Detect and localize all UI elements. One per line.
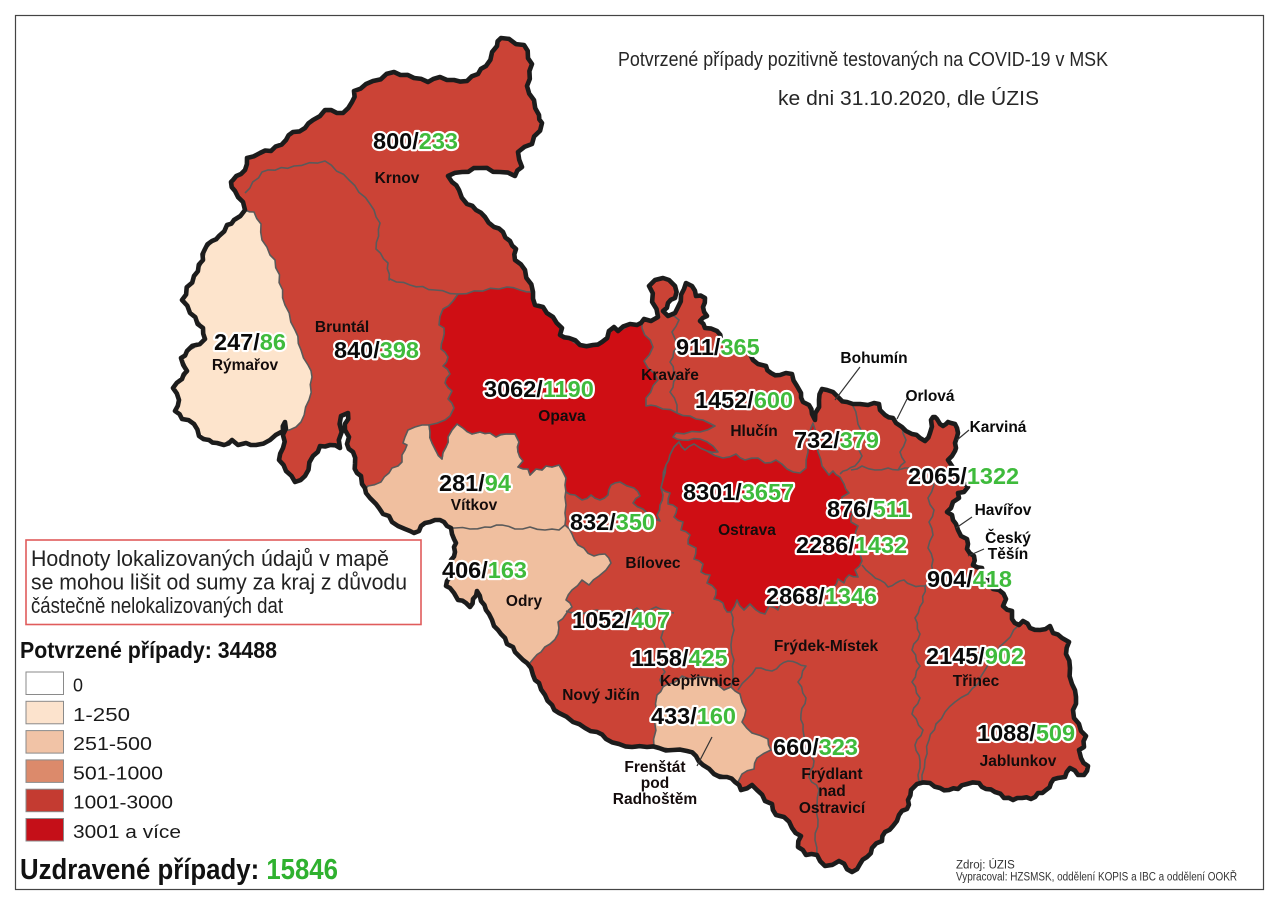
svg-text:Bohumín: Bohumín (840, 350, 907, 367)
svg-text:Frenštát: Frenštát (624, 759, 685, 776)
svg-text:1052/407: 1052/407 (572, 607, 670, 633)
svg-text:832/350: 832/350 (570, 509, 655, 535)
svg-text:Potvrzené případy pozitivně te: Potvrzené případy pozitivně testovaných … (618, 48, 1108, 71)
svg-text:Karviná: Karviná (970, 419, 1027, 436)
svg-text:Potvrzené případy: 34488: Potvrzené případy: 34488 (20, 637, 277, 663)
svg-text:Frýdlant: Frýdlant (801, 766, 862, 783)
svg-text:433/160: 433/160 (651, 703, 736, 729)
svg-text:247/86: 247/86 (214, 329, 286, 355)
svg-text:3001 a více: 3001 a více (73, 821, 181, 842)
svg-text:0: 0 (73, 675, 83, 696)
svg-text:Třinec: Třinec (953, 673, 1000, 690)
svg-text:1001-3000: 1001-3000 (73, 792, 173, 813)
svg-text:Rýmařov: Rýmařov (212, 357, 279, 374)
svg-text:501-1000: 501-1000 (73, 762, 163, 783)
svg-text:876/511: 876/511 (827, 496, 911, 522)
svg-text:1158/425: 1158/425 (631, 645, 728, 671)
svg-text:1088/509: 1088/509 (977, 720, 1075, 746)
svg-text:Bílovec: Bílovec (625, 555, 681, 572)
svg-text:Hodnoty lokalizovaných údajů v: Hodnoty lokalizovaných údajů v mapě (31, 546, 389, 571)
svg-text:Frýdek-Místek: Frýdek-Místek (774, 638, 879, 655)
svg-text:Radhoštěm: Radhoštěm (613, 791, 697, 808)
svg-text:2868/1346: 2868/1346 (766, 583, 877, 609)
svg-text:800/233: 800/233 (373, 128, 458, 154)
svg-text:406/163: 406/163 (442, 557, 527, 583)
svg-text:Odry: Odry (506, 593, 543, 610)
svg-text:Ostrava: Ostrava (718, 522, 776, 539)
svg-text:Ostravicí: Ostravicí (799, 800, 866, 817)
svg-text:Nový Jičín: Nový Jičín (562, 687, 640, 704)
svg-text:Vítkov: Vítkov (451, 497, 498, 514)
svg-text:Kravaře: Kravaře (641, 367, 699, 384)
svg-text:Opava: Opava (538, 408, 586, 425)
svg-text:Uzdravené případy: 15846: Uzdravené případy: 15846 (20, 854, 338, 886)
svg-text:nad: nad (818, 783, 846, 800)
svg-text:3062/1190: 3062/1190 (484, 376, 594, 402)
svg-text:732/379: 732/379 (794, 427, 879, 453)
svg-text:Krnov: Krnov (375, 170, 420, 187)
svg-text:Kopřivnice: Kopřivnice (660, 673, 740, 690)
svg-text:Český: Český (985, 529, 1031, 547)
svg-text:Jablunkov: Jablunkov (980, 753, 1057, 770)
svg-text:Zdroj: ÚZIS: Zdroj: ÚZIS (956, 859, 1015, 872)
svg-text:pod: pod (641, 775, 669, 792)
svg-text:1-250: 1-250 (73, 704, 130, 725)
svg-text:Těšín: Těšín (988, 546, 1028, 563)
svg-text:1452/600: 1452/600 (695, 387, 793, 413)
svg-text:660/323: 660/323 (773, 734, 858, 760)
svg-text:2065/1322: 2065/1322 (908, 463, 1019, 489)
svg-text:8301/3657: 8301/3657 (683, 479, 794, 505)
svg-text:281/94: 281/94 (439, 470, 511, 496)
svg-text:Bruntál: Bruntál (315, 319, 369, 336)
svg-text:840/398: 840/398 (334, 337, 419, 363)
svg-text:2286/1432: 2286/1432 (796, 532, 907, 558)
svg-text:částečně nelokalizovaných dat: částečně nelokalizovaných dat (31, 593, 283, 618)
svg-text:Orlová: Orlová (905, 388, 954, 405)
svg-text:ke dni 31.10.2020, dle ÚZIS: ke dni 31.10.2020, dle ÚZIS (778, 87, 1039, 110)
svg-text:Vypracoval: HZSMSK, oddělení K: Vypracoval: HZSMSK, oddělení KOPIS a IBC… (956, 871, 1237, 884)
svg-text:911/365: 911/365 (676, 334, 760, 360)
svg-text:Havířov: Havířov (975, 502, 1032, 519)
svg-text:904/418: 904/418 (927, 566, 1012, 592)
svg-text:se mohou lišit od sumy za kraj: se mohou lišit od sumy za kraj z důvodu (31, 570, 407, 595)
svg-text:251-500: 251-500 (73, 733, 152, 754)
svg-text:Hlučín: Hlučín (730, 423, 777, 440)
svg-text:2145/902: 2145/902 (926, 643, 1024, 669)
